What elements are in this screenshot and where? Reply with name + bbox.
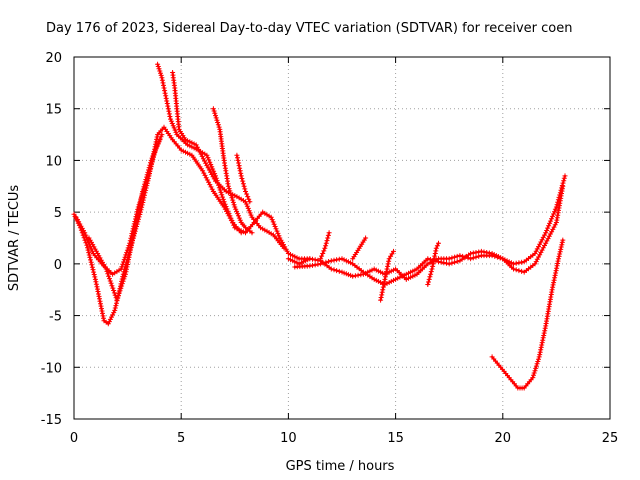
- series-markers: [234, 152, 253, 205]
- series-markers: [71, 124, 244, 327]
- series-track-13: [425, 240, 441, 287]
- chart-title: Day 176 of 2023, Sidereal Day-to-day VTE…: [46, 21, 572, 36]
- series-markers: [489, 237, 566, 391]
- y-tick-label: 20: [45, 51, 62, 66]
- series-markers: [350, 235, 369, 262]
- series-track-12: [378, 248, 396, 303]
- y-tick-label: -10: [41, 361, 62, 376]
- series-track-10: [318, 230, 332, 262]
- tick-layer: 0 5 10 15 20 25 -15 -10 -5 0 5 10 15 20: [41, 51, 619, 446]
- x-tick-label: 5: [177, 431, 185, 446]
- series-markers: [378, 248, 396, 303]
- y-tick-label: 5: [54, 206, 62, 221]
- x-tick-label: 20: [495, 431, 512, 446]
- y-tick-label: 15: [45, 103, 62, 118]
- series-markers: [285, 173, 568, 282]
- series-markers: [318, 230, 332, 262]
- series-track-14: [489, 237, 566, 391]
- series-track-8: [285, 173, 568, 282]
- y-tick-label: 0: [54, 258, 62, 273]
- series-track-3: [86, 137, 163, 303]
- x-tick-label: 25: [602, 431, 619, 446]
- plot-frame: [73, 56, 611, 420]
- series-line: [156, 63, 311, 260]
- y-tick-label: -15: [41, 413, 62, 428]
- x-axis-label: GPS time / hours: [286, 459, 395, 474]
- series-track-11: [350, 235, 369, 262]
- y-tick-label: -5: [49, 310, 62, 325]
- series-markers: [170, 70, 287, 251]
- x-tick-label: 0: [70, 431, 78, 446]
- data-layer: [71, 61, 568, 391]
- series-markers: [86, 137, 163, 303]
- grid-layer: [74, 57, 610, 419]
- series-track-7: [234, 152, 253, 205]
- series-track-5: [170, 70, 287, 251]
- series-markers: [425, 240, 441, 287]
- series-track-6: [210, 106, 255, 236]
- x-tick-label: 15: [387, 431, 404, 446]
- y-axis-label: SDTVAR / TECUs: [7, 185, 22, 292]
- series-markers: [210, 106, 255, 236]
- y-tick-label: 10: [45, 154, 62, 169]
- x-tick-label: 10: [280, 431, 297, 446]
- series-line: [171, 71, 286, 250]
- series-track-1: [71, 124, 244, 327]
